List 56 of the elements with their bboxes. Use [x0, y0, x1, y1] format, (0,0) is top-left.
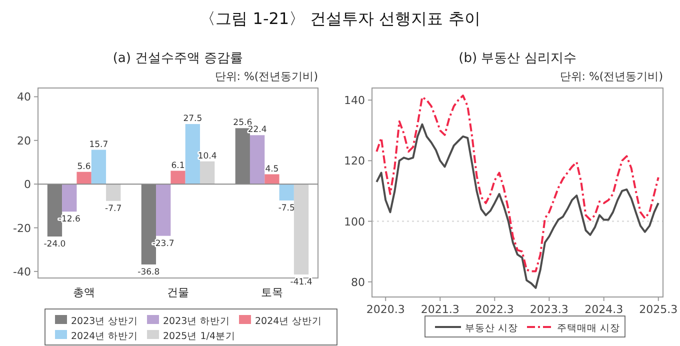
- y-tick-label: 20: [17, 134, 31, 148]
- y-tick-label: 40: [17, 90, 31, 104]
- bar: [170, 170, 186, 184]
- data-label: 4.5: [265, 164, 279, 174]
- data-label: -24.0: [44, 240, 66, 250]
- legend-label: 2023년 하반기: [163, 316, 230, 327]
- bar: [156, 184, 171, 236]
- x-tick-label: 2020.3: [366, 303, 405, 316]
- x-tick-label: 토목: [260, 286, 283, 299]
- bar: [91, 150, 106, 184]
- chart-subtitle: (a) 건설수주액 증감률: [112, 51, 244, 66]
- data-label: -41.4: [290, 278, 312, 288]
- bar: [185, 124, 200, 184]
- chart-title: 〈그림 1-21〉 건설투자 선행지표 추이: [200, 9, 480, 28]
- x-tick-label: 2025.3: [639, 303, 678, 316]
- y-tick-label: 100: [344, 215, 365, 228]
- line-series: [376, 94, 660, 272]
- bar: [200, 161, 215, 184]
- bar: [62, 184, 77, 212]
- data-label: -7.7: [105, 204, 122, 214]
- y-tick-label: -20: [13, 222, 31, 235]
- y-tick-label: -40: [13, 265, 31, 278]
- y-tick-label: 140: [344, 94, 365, 108]
- x-tick-label: 2024.3: [584, 303, 624, 316]
- chart-subtitle: (b) 부동산 심리지수: [458, 51, 576, 66]
- legend-label: 2025년 1/4분기: [163, 331, 236, 342]
- x-tick-label: 건물: [167, 286, 189, 299]
- x-tick-label: 2023.3: [530, 303, 568, 316]
- data-label: 27.5: [183, 114, 202, 124]
- bar: [279, 184, 294, 200]
- text: 단위: %(전년동기비): [560, 70, 663, 83]
- x-tick-label: 총액: [73, 286, 96, 299]
- data-label: 15.7: [89, 140, 108, 150]
- bar: [264, 174, 280, 184]
- y-tick-label: 80: [351, 276, 365, 289]
- text: 단위: %(전년동기비): [214, 70, 318, 83]
- legend-label: 주택매매 시장: [557, 323, 620, 334]
- data-label: 6.1: [171, 160, 185, 171]
- data-label: 5.6: [77, 162, 91, 172]
- x-tick-label: 2021.3: [420, 303, 460, 316]
- legend-label: 부동산 시장: [465, 323, 518, 334]
- data-label: 22.4: [248, 125, 267, 136]
- data-label: -36.8: [138, 267, 160, 278]
- bar: [106, 184, 121, 201]
- y-tick-label: 0: [24, 178, 31, 192]
- bar: [250, 135, 265, 184]
- data-label: -7.5: [278, 203, 295, 214]
- line-series: [376, 123, 660, 289]
- legend-label: 2024년 하반기: [71, 331, 138, 342]
- y-tick-label: 120: [344, 154, 365, 168]
- bar: [76, 172, 92, 184]
- x-tick-label: 2022.3: [475, 303, 514, 316]
- legend-label: 2023년 상반기: [71, 316, 138, 327]
- legend-label: 2024년 상반기: [255, 316, 322, 327]
- data-label: 10.4: [198, 151, 217, 162]
- bar: [294, 184, 309, 275]
